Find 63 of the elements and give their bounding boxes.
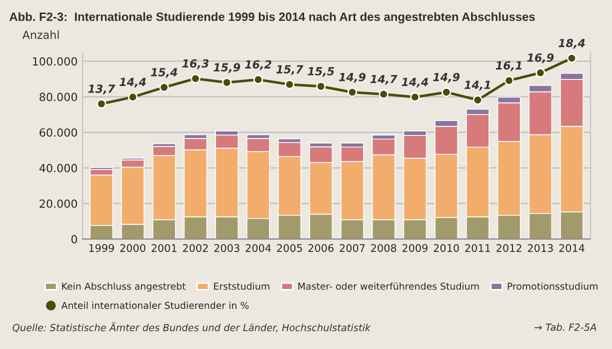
data-label: 16,2 [244,60,272,70]
legend-label: Anteil internationaler Studierender in % [61,302,249,309]
y-tick-label: 100.000 [33,57,78,66]
legend-label: Kein Abschluss angestrebt [62,282,186,292]
point [190,74,200,84]
x-tick-label: 1999 [89,244,114,252]
x-tick-label: 2004 [246,244,271,252]
x-tick-label: 2001 [152,244,176,252]
x-tick-label: 2009 [402,244,428,252]
data-label: 14,4 [120,78,146,88]
y-axis-title: Anzahl [22,30,59,39]
point [472,95,483,105]
legend-label: Master- oder weiterführendes Studium [298,282,479,290]
data-label: 14,9 [339,72,366,83]
text: → Tab. F2-5A [534,323,596,331]
x-tick-label: 2008 [371,244,396,252]
point [566,53,577,64]
data-label: 14,1 [464,80,490,90]
chart-title: Abb. F2-3: Internationale Studierende 1999 bis 2014 nach Art des angestrebten Abschlusses [9,12,535,24]
y-tick-label: 0 [71,235,78,244]
data-label: 14,7 [370,74,398,85]
point [284,80,294,90]
point [441,87,452,98]
data-label: 16,1 [496,61,522,72]
point [504,76,514,86]
y-tick-label: 20.000 [40,199,78,208]
y-tick-label: 80.000 [40,92,78,102]
x-tick-label: 2013 [528,244,553,252]
legend-label: Erststudium [214,282,270,290]
data-label: 14,4 [402,78,428,88]
x-tick-label: 2003 [214,244,240,252]
point [128,92,138,102]
y-tick-label: 60.000 [40,128,78,137]
point [410,92,420,102]
x-tick-label: 2010 [434,244,459,252]
data-label: 13,7 [88,84,116,94]
point [316,82,326,92]
point [378,89,388,100]
source-note: Quelle: Statistische Ämter des Bundes und der Länder, Hochschulstatistik [12,322,371,332]
point [222,78,232,88]
data-label: 15,7 [276,65,304,75]
data-label: 18,4 [558,38,585,49]
x-tick-label: 2002 [183,244,208,252]
x-tick-label: 2007 [340,244,365,252]
data-label: 16,3 [182,59,209,70]
data-label: 15,5 [308,67,334,77]
y-tick-label: 40.000 [39,164,78,172]
x-tick-label: 2012 [496,244,522,252]
point [536,68,546,78]
data-label: 14,9 [433,72,460,83]
data-label: 15,4 [150,68,178,78]
data-label: 16,9 [527,53,554,64]
point [96,99,106,109]
point [347,87,358,98]
x-tick-label: 2005 [277,244,302,252]
x-tick-label: 2014 [559,244,584,252]
legend-label: Promotionsstudium [508,282,598,290]
data-label: 15,9 [214,63,240,73]
point [159,82,170,92]
x-tick-label: 2006 [308,244,334,252]
point [253,74,264,84]
x-tick-label: 2000 [120,244,146,252]
x-tick-label: 2011 [465,244,490,252]
